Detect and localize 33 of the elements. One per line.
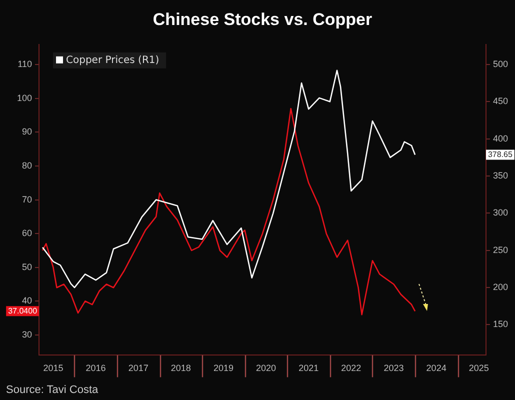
y2-tick-label: 300 (492, 208, 508, 218)
y2-tick-label: 150 (492, 319, 508, 330)
y-tick-label: 80 (22, 160, 32, 170)
x-tick-label: 2015 (43, 363, 64, 374)
y-tick-label: 70 (22, 194, 32, 204)
x-tick-label: 2017 (128, 363, 148, 374)
y-tick-label: 40 (22, 296, 32, 306)
legend-label: Copper Prices (R1) (66, 54, 160, 66)
y-tick-label: 50 (22, 262, 32, 272)
x-tick-label: 2016 (86, 363, 106, 374)
x-tick-label: 2021 (298, 363, 319, 374)
y2-tick-label: 350 (492, 170, 508, 180)
text: 37.0400 (8, 306, 38, 316)
y-tick-label: 100 (16, 92, 32, 103)
y-tick-label: 110 (18, 59, 32, 70)
x-tick-label: 2018 (170, 363, 191, 374)
y2-tick-label: 400 (492, 133, 508, 144)
x-tick-label: 2022 (341, 363, 362, 374)
x-tick-label: 2024 (426, 363, 446, 374)
source-note: Source: Tavi Costa (6, 384, 99, 396)
y2-tick-label: 450 (492, 96, 508, 106)
y2-tick-label: 250 (492, 244, 508, 255)
x-tick-label: 2023 (384, 363, 404, 374)
x-tick-label: 2020 (256, 363, 276, 374)
chart-title: Chinese Stocks vs. Copper (152, 10, 372, 29)
text: 378.65 (488, 150, 514, 159)
y2-tick-label: 200 (492, 282, 508, 292)
x-tick-label: 2019 (213, 363, 234, 374)
y-tick-label: 30 (22, 329, 32, 340)
y-tick-label: 90 (22, 126, 32, 137)
x-tick-label: 2025 (468, 363, 489, 374)
y-tick-label: 60 (22, 228, 32, 238)
y2-tick-label: 500 (492, 58, 508, 69)
